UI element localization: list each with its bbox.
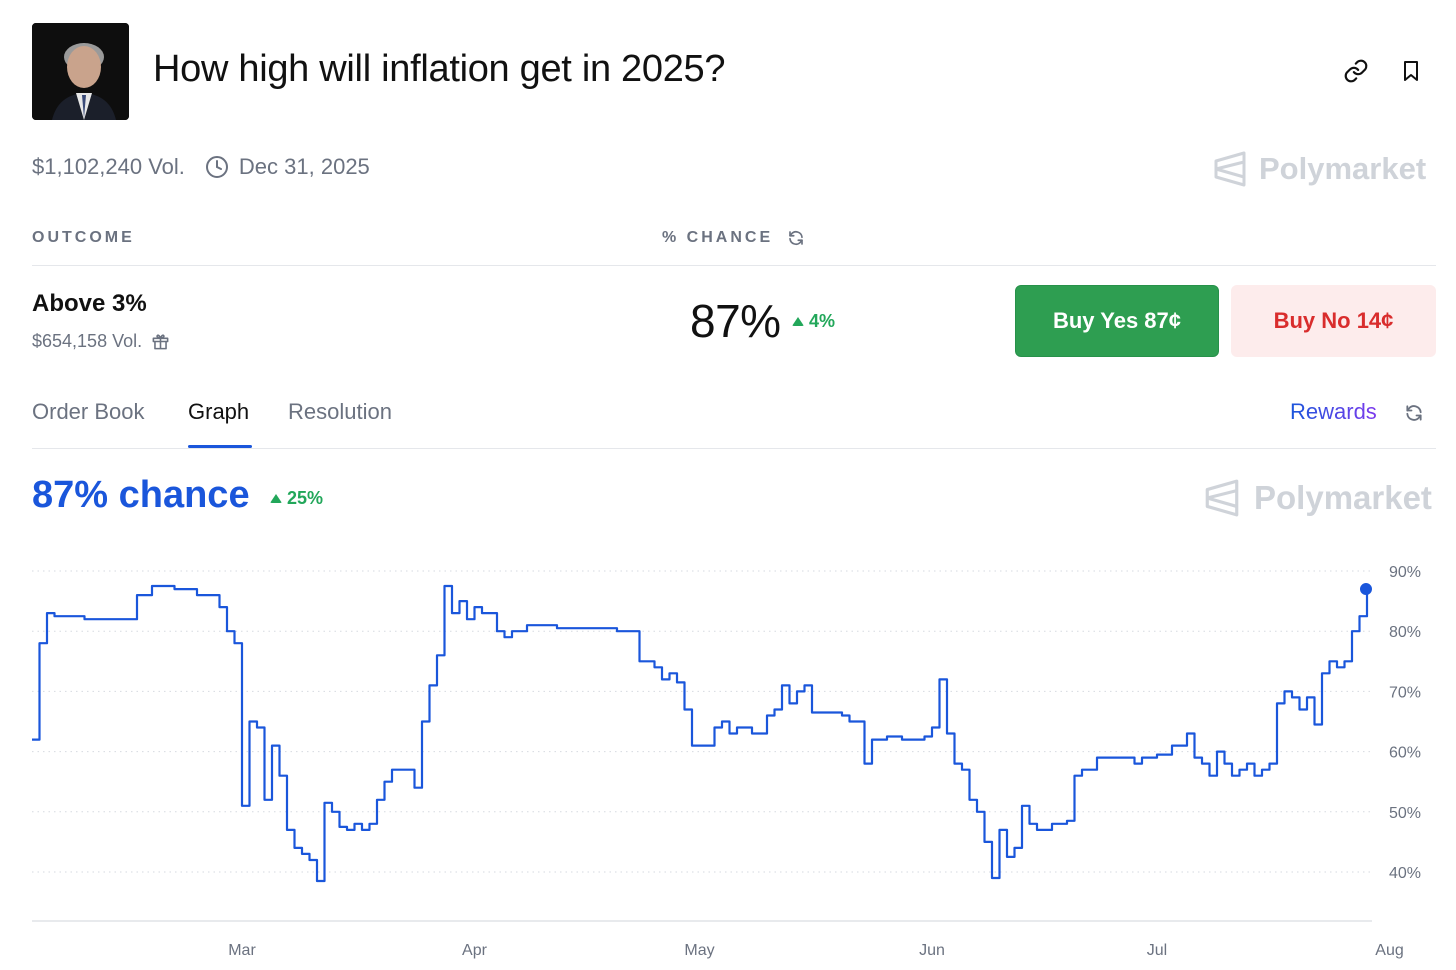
tab-order-book[interactable]: Order Book (32, 399, 145, 424)
polymarket-logo-top: Polymarket (1213, 150, 1426, 188)
market-volume: $1,102,240 Vol. (32, 154, 185, 179)
bookmark-icon[interactable] (1394, 54, 1428, 88)
y-tick-label: 70% (1389, 684, 1421, 701)
y-tick-label: 60% (1389, 745, 1421, 762)
x-tick-label: Jul (1147, 942, 1167, 959)
outcome-name: Above 3% (32, 290, 147, 317)
tabs-divider (32, 448, 1436, 449)
outcome-volume: $654,158 Vol. (32, 331, 143, 351)
outcome-header: OUTCOME (32, 229, 135, 246)
graph-chance-label: 87% chance (32, 474, 250, 516)
x-tick-label: Apr (462, 942, 488, 959)
polymarket-brand-graph: Polymarket (1254, 479, 1432, 516)
refresh-graph-icon[interactable] (1397, 396, 1431, 430)
x-tick-label: Mar (228, 942, 256, 959)
gift-icon[interactable] (151, 332, 170, 351)
polymarket-logo-icon (1205, 479, 1239, 517)
up-triangle-icon (270, 494, 282, 503)
x-tick-label: Jun (919, 942, 945, 959)
market-title: How high will inflation get in 2025? (153, 48, 726, 90)
outcome-delta-value: 4% (809, 311, 836, 331)
polymarket-logo-icon (1214, 151, 1246, 187)
chance-header: % CHANCE (662, 229, 774, 246)
outcome-delta: 4% (792, 311, 835, 332)
y-tick-label: 90% (1389, 564, 1421, 581)
y-tick-label: 80% (1389, 624, 1421, 641)
tab-resolution[interactable]: Resolution (288, 399, 392, 424)
outcome-volume-wrap: $654,158 Vol. (32, 331, 170, 352)
up-triangle-icon (792, 317, 804, 326)
outcome-chance: 87% (690, 295, 781, 347)
y-tick-label: 50% (1389, 805, 1421, 822)
x-tick-label: May (684, 942, 714, 959)
active-tab-indicator (188, 445, 252, 448)
end-date: Dec 31, 2025 (238, 154, 370, 179)
x-tick-label: Aug (1375, 942, 1403, 959)
refresh-icon[interactable] (787, 229, 805, 247)
graph-delta: 25% (270, 488, 323, 509)
market-meta: $1,102,240 Vol. Dec 31, 2025 (32, 154, 370, 180)
polymarket-logo-graph: Polymarket (1204, 478, 1432, 518)
header-divider (32, 265, 1436, 266)
buy-yes-button[interactable]: Buy Yes 87¢ (1015, 285, 1219, 357)
price-history-chart: 40% 50% 60% 70% 80% 90% Mar Apr May Jun Jul Aug (32, 564, 1421, 959)
chance-header-wrap: % CHANCE (662, 229, 805, 247)
tab-graph[interactable]: Graph (188, 399, 250, 424)
graph-delta-value: 25% (287, 488, 324, 508)
current-value-point (1360, 583, 1372, 596)
link-icon[interactable] (1339, 54, 1373, 88)
buy-no-button[interactable]: Buy No 14¢ (1231, 285, 1436, 357)
portrait-image (32, 23, 129, 120)
y-tick-label: 40% (1389, 865, 1421, 882)
series-line (32, 584, 1369, 883)
rewards-link[interactable]: Rewards (1290, 399, 1377, 424)
clock-icon (205, 155, 229, 179)
polymarket-brand: Polymarket (1259, 151, 1427, 186)
market-avatar (32, 23, 129, 120)
